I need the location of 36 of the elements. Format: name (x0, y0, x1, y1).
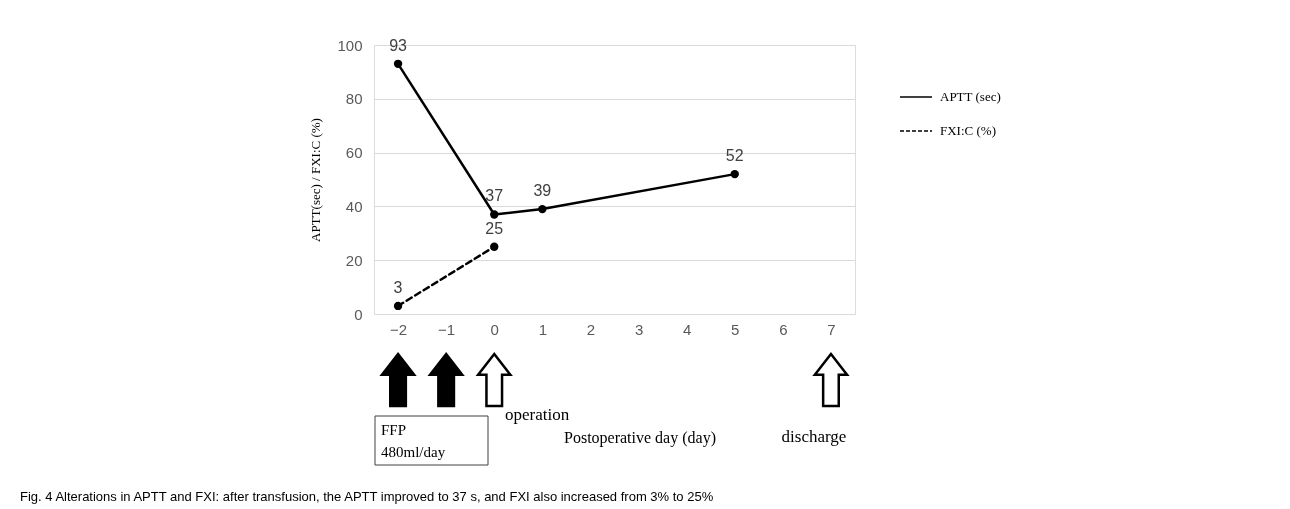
x-tick-label: 1 (538, 320, 548, 338)
data-label: 25 (485, 219, 504, 237)
text: discharge (781, 427, 847, 446)
text: Postoperative day (day) (564, 429, 716, 447)
x-tick-label: 5 (731, 320, 740, 338)
point (393, 301, 403, 311)
point (538, 204, 547, 214)
x-tick-label: −2 (390, 320, 408, 338)
x-tick-label: 3 (634, 320, 644, 338)
y-tick-label: 60 (345, 144, 363, 162)
x-tick-label: 4 (682, 320, 692, 338)
point (490, 242, 499, 251)
text: operation (505, 405, 570, 424)
y-tick-label: 80 (345, 90, 363, 108)
point (490, 210, 499, 219)
data-label: 3 (393, 278, 403, 296)
y-axis-title: APTT(sec) / FXI:C (%) (308, 118, 324, 242)
point (730, 169, 739, 179)
y-tick-label: 0 (354, 305, 363, 323)
x-tick-label: −1 (438, 320, 456, 338)
text: FFP 480ml/day (381, 422, 446, 460)
legend-label: FXI:C (%) (940, 123, 996, 138)
data-label: 52 (725, 147, 744, 165)
y-tick-label: 100 (337, 36, 363, 54)
x-tick-label: 7 (827, 320, 836, 338)
data-label: 93 (389, 36, 408, 54)
point (393, 59, 403, 68)
data-label: 39 (533, 182, 552, 200)
legend-label: APTT (sec) (940, 89, 1001, 104)
caption: Fig. 4 Alterations in APTT and FXI: after transfusion, the APTT improved to 37 s, and FXI also increased from 3% to 25% (20, 489, 714, 504)
x-tick-label: 2 (586, 320, 596, 338)
x-tick-label: 0 (490, 320, 499, 338)
data-label: 37 (485, 187, 504, 205)
x-tick-label: 6 (779, 320, 788, 338)
y-tick-label: 20 (345, 251, 363, 269)
y-tick-label: 40 (345, 197, 363, 215)
